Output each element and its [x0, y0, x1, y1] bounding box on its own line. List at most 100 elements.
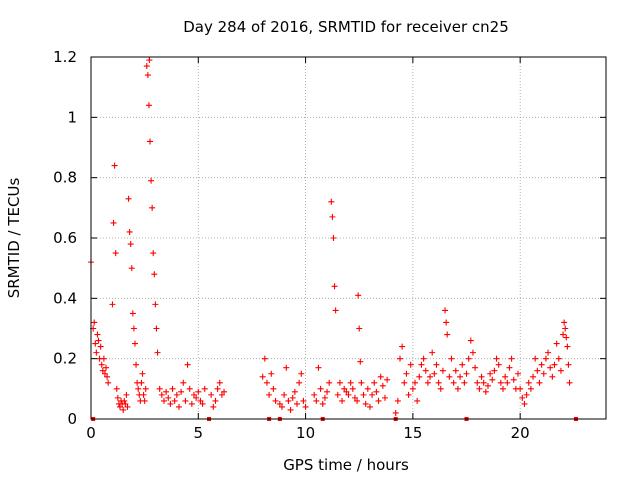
- data-point: [450, 379, 457, 386]
- data-point: [186, 385, 193, 392]
- data-point: [457, 373, 464, 380]
- data-point: [270, 385, 277, 392]
- data-point: [329, 213, 336, 220]
- data-point: [506, 364, 513, 371]
- data-point: [114, 394, 121, 401]
- data-point: [339, 397, 346, 404]
- data-point: [416, 373, 423, 380]
- data-point: [566, 379, 573, 386]
- plot-frame: [90, 56, 607, 420]
- data-point: [334, 391, 341, 398]
- data-point: [465, 355, 472, 362]
- data-point: [169, 385, 176, 392]
- data-point: [497, 379, 504, 386]
- data-point: [133, 361, 140, 368]
- data-point: [272, 397, 279, 404]
- data-point: [446, 373, 453, 380]
- data-point: [165, 394, 172, 401]
- data-points: [88, 57, 573, 416]
- data-point: [443, 319, 450, 326]
- data-point: [495, 361, 502, 368]
- data-point: [148, 177, 155, 184]
- data-point: [140, 391, 147, 398]
- data-point: [127, 241, 134, 248]
- data-point: [94, 331, 101, 338]
- data-point: [508, 355, 515, 362]
- data-point: [147, 138, 154, 145]
- data-point: [197, 397, 204, 404]
- data-point: [463, 370, 470, 377]
- data-point: [504, 379, 511, 386]
- data-point: [555, 355, 562, 362]
- data-point: [373, 388, 380, 395]
- data-point: [487, 370, 494, 377]
- chart-title: Day 284 of 2016, SRMTID for receiver cn2…: [183, 18, 509, 36]
- data-point: [418, 361, 425, 368]
- data-point: [530, 373, 537, 380]
- data-point: [268, 370, 275, 377]
- data-point: [123, 391, 130, 398]
- data-point: [124, 403, 131, 410]
- data-point: [266, 391, 273, 398]
- data-point: [100, 355, 107, 362]
- data-point: [375, 397, 382, 404]
- data-point: [163, 388, 170, 395]
- data-point: [199, 400, 206, 407]
- data-point: [135, 385, 142, 392]
- data-point: [564, 343, 571, 350]
- data-point: [379, 382, 386, 389]
- data-point: [152, 301, 159, 308]
- data-point: [557, 367, 564, 374]
- data-point: [351, 394, 358, 401]
- data-point: [420, 355, 427, 362]
- data-point: [92, 340, 99, 347]
- data-point: [311, 391, 318, 398]
- data-point: [93, 349, 100, 356]
- data-point: [500, 385, 506, 392]
- data-point: [560, 331, 567, 338]
- x-tick-label: 20: [511, 424, 530, 442]
- data-point: [216, 379, 223, 386]
- data-point: [392, 409, 399, 416]
- data-point: [218, 391, 225, 398]
- data-point: [210, 403, 217, 410]
- data-point: [167, 400, 174, 407]
- data-point: [278, 403, 285, 410]
- data-point: [171, 397, 178, 404]
- data-point: [336, 379, 343, 386]
- data-point: [91, 319, 98, 326]
- data-point: [319, 400, 326, 407]
- data-point: [321, 394, 328, 401]
- x-tick-label: 10: [296, 424, 315, 442]
- data-point: [110, 219, 117, 226]
- data-point: [424, 379, 431, 386]
- y-tick-label: 0.6: [53, 229, 77, 247]
- data-point: [103, 364, 110, 371]
- y-tick-label: 0: [67, 410, 77, 428]
- data-point: [289, 394, 296, 401]
- data-point: [180, 379, 187, 386]
- data-point: [431, 370, 438, 377]
- data-point: [208, 391, 215, 398]
- data-point: [493, 355, 500, 362]
- y-tick-label: 0.2: [53, 350, 77, 368]
- data-point: [427, 373, 434, 380]
- data-point: [407, 361, 414, 368]
- data-point: [357, 358, 364, 365]
- data-point: [377, 373, 384, 380]
- data-point: [369, 391, 376, 398]
- data-point: [294, 400, 300, 407]
- data-point: [104, 373, 111, 380]
- data-point: [405, 391, 412, 398]
- data-point: [328, 198, 335, 205]
- data-point: [491, 367, 498, 374]
- data-point: [263, 379, 270, 386]
- data-point: [358, 379, 365, 386]
- data-point: [510, 376, 517, 383]
- data-point: [283, 364, 290, 371]
- data-point: [126, 228, 133, 235]
- data-point: [561, 319, 568, 326]
- data-point: [364, 385, 371, 392]
- data-point: [331, 283, 338, 290]
